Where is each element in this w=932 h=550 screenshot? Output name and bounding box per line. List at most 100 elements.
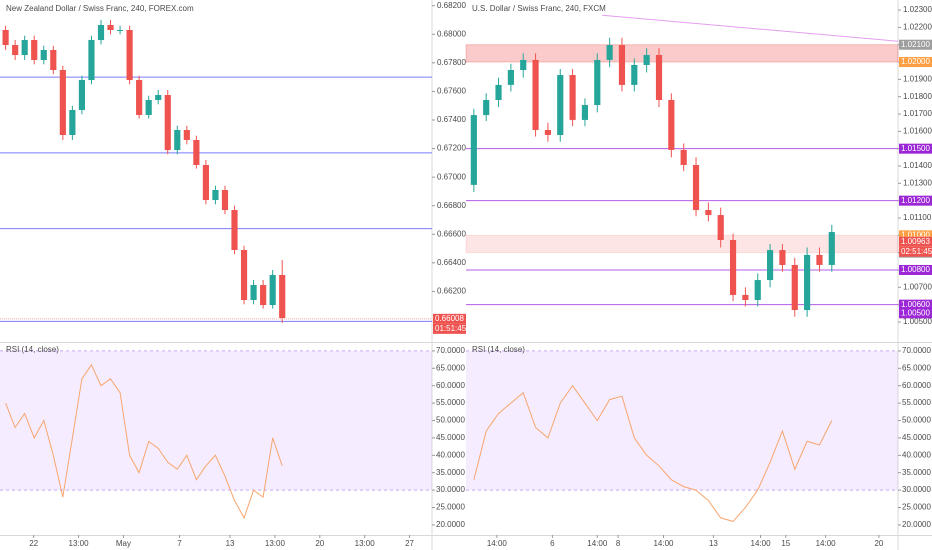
- x-tick-label: 8: [616, 539, 621, 548]
- candle-body: [50, 50, 57, 70]
- rsi-y-tick-label: 50.0000: [902, 416, 931, 425]
- y-tick-label: 0.68000: [437, 29, 466, 38]
- rsi-y-tick-label: 35.0000: [902, 468, 931, 477]
- x-tick-label: 22: [29, 539, 38, 548]
- rsi-y-tick-label: 40.0000: [902, 450, 931, 459]
- candle-body: [202, 165, 209, 200]
- candle-body: [2, 30, 9, 45]
- rsi-y-tick-label: 60.0000: [902, 381, 931, 390]
- y-tick-label: 1.00500: [903, 317, 932, 326]
- x-tick-label: 15: [781, 539, 790, 548]
- candle-body: [231, 210, 238, 250]
- candle-body: [791, 264, 798, 311]
- candle-body: [240, 250, 248, 300]
- x-tick-label: 27: [405, 539, 414, 548]
- candle-body: [260, 285, 267, 305]
- price-label-box: [899, 299, 932, 310]
- candle-body: [557, 75, 564, 135]
- price-label: 1.01000: [901, 230, 930, 239]
- x-tick-label: 14:00: [816, 539, 837, 548]
- candle-body: [495, 84, 502, 100]
- candle-body: [705, 210, 712, 216]
- candle-body: [164, 95, 171, 150]
- rsi-y-tick-label: 65.0000: [436, 363, 465, 372]
- candle-body: [729, 240, 737, 295]
- candle-body: [643, 54, 650, 65]
- rsi-y-tick-label: 20.0000: [902, 520, 931, 529]
- countdown: 02:51:45: [901, 247, 932, 256]
- y-tick-label: 1.00700: [903, 282, 932, 291]
- x-tick-label: 13:00: [355, 539, 376, 548]
- rsi-y-tick-label: 25.0000: [902, 503, 931, 512]
- rsi-y-tick-label: 40.0000: [436, 450, 465, 459]
- candle-body: [483, 99, 490, 116]
- x-tick-label: 14:00: [587, 539, 608, 548]
- candle-body: [816, 254, 823, 265]
- x-tick-label: 20: [315, 539, 324, 548]
- candle-body: [742, 294, 749, 300]
- candle-body: [212, 190, 219, 200]
- y-tick-label: 0.67000: [437, 172, 466, 181]
- candle-body: [31, 40, 38, 60]
- candle-body: [59, 70, 66, 135]
- candle-body: [116, 30, 124, 31]
- rsi-title: RSI (14, close): [472, 345, 525, 354]
- x-tick-label: 13:00: [265, 539, 286, 548]
- y-tick-label: 1.02300: [903, 5, 932, 14]
- zone: [465, 44, 899, 63]
- rsi-y-tick-label: 60.0000: [436, 381, 465, 390]
- candle-body: [279, 275, 286, 318]
- rsi-y-tick-label: 55.0000: [436, 398, 465, 407]
- price-label-box: [899, 264, 932, 275]
- candle-body: [269, 275, 276, 305]
- y-tick-label: 0.67400: [437, 115, 466, 124]
- price-label: 1.00500: [901, 308, 930, 317]
- candle-body: [717, 215, 724, 241]
- candle-body: [88, 40, 95, 80]
- rsi-y-tick-label: 65.0000: [902, 363, 931, 372]
- y-tick-label: 1.02200: [903, 22, 932, 31]
- candle-body: [470, 115, 477, 185]
- rsi-y-tick-label: 45.0000: [902, 433, 931, 442]
- candle-body: [107, 25, 114, 30]
- candle-body: [804, 254, 811, 311]
- y-tick-label: 0.66600: [437, 229, 466, 238]
- price-label-box: [899, 308, 932, 319]
- x-tick-label: 14:00: [751, 539, 772, 548]
- rsi-line: [5, 363, 283, 520]
- rsi-y-tick-label: 50.0000: [436, 416, 465, 425]
- candle-body: [21, 40, 28, 55]
- candle-body: [221, 190, 229, 210]
- y-tick-label: 0.67200: [437, 144, 466, 153]
- candle-body: [520, 59, 527, 71]
- price-label-box: [899, 236, 932, 247]
- candle-body: [136, 80, 143, 115]
- rsi-band: [0, 350, 432, 491]
- x-tick-label: 14:00: [487, 539, 508, 548]
- countdown-box: [433, 323, 466, 334]
- rsi-y-tick-label: 35.0000: [436, 468, 465, 477]
- candle-body: [594, 59, 601, 106]
- x-tick-label: 7: [177, 539, 182, 548]
- y-tick-label: 0.68200: [437, 1, 466, 10]
- candle-body: [155, 95, 162, 100]
- candle-body: [97, 25, 105, 40]
- countdown-box: [899, 246, 932, 257]
- x-tick-label: 13: [226, 539, 235, 548]
- y-tick-label: 0.66400: [437, 258, 466, 267]
- rsi-y-tick-label: 70.0000: [902, 346, 931, 355]
- candle-body: [69, 110, 76, 135]
- candle-body: [692, 164, 700, 211]
- price-label-box: [899, 143, 932, 154]
- candle-body: [193, 140, 200, 165]
- price-label-box: [899, 230, 932, 241]
- candle-body: [183, 130, 190, 140]
- candle-body: [145, 100, 152, 115]
- price-label: 1.00963: [901, 237, 930, 246]
- price-label: 1.00600: [901, 300, 930, 309]
- rsi-y-tick-label: 70.0000: [436, 346, 465, 355]
- x-tick-label: 13:00: [69, 539, 90, 548]
- candle-body: [250, 285, 257, 300]
- chart-title: New Zealand Dollar / Swiss Franc, 240, F…: [6, 4, 194, 13]
